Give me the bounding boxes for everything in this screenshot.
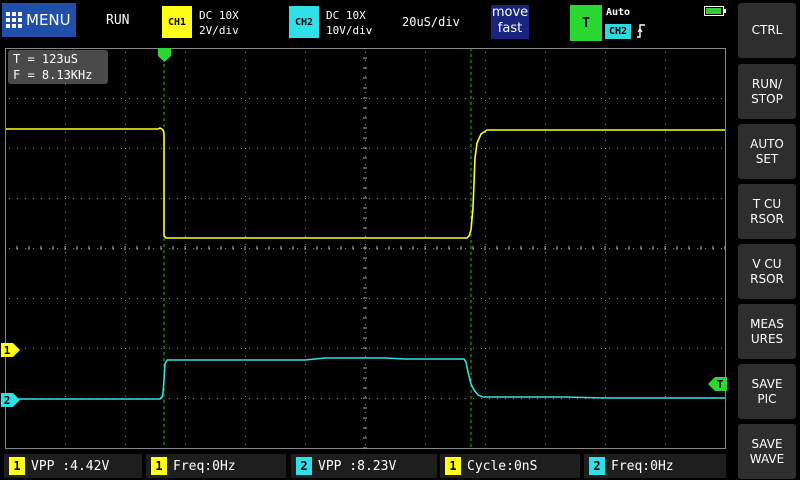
timebase-setting[interactable]: 20uS/div <box>402 15 460 29</box>
ch1-level-marker[interactable]: 1 <box>0 342 22 358</box>
measurement-item-3[interactable]: 2 VPP :8.23V <box>291 454 437 478</box>
ch2-settings[interactable]: DC 10X 10V/div <box>326 8 372 38</box>
graticule <box>5 48 726 449</box>
move-speed-line2: fast <box>497 21 523 36</box>
trigger-source[interactable]: CH2 <box>605 24 631 39</box>
measurement-bar: 1 VPP :4.42V 1 Freq:0Hz 2 VPP :8.23V 1 C… <box>0 452 730 480</box>
measurement-channel-tag: 1 <box>9 457 25 475</box>
move-speed-button[interactable]: move fast <box>491 5 529 39</box>
run-state-indicator: RUN <box>106 13 130 28</box>
ch1-settings[interactable]: DC 10X 2V/div <box>199 8 239 38</box>
save-picture-button[interactable]: SAVE PIC <box>738 364 796 419</box>
measurement-item-1[interactable]: 1 VPP :4.42V <box>4 454 142 478</box>
save-wave-button[interactable]: SAVE WAVE <box>738 424 796 479</box>
measurement-channel-tag: 1 <box>445 457 461 475</box>
auto-set-button[interactable]: AUTO SET <box>738 124 796 179</box>
run-stop-button[interactable]: RUN/ STOP <box>738 64 796 119</box>
voltage-cursor-button[interactable]: V CU RSOR <box>738 244 796 299</box>
trigger-position-icon[interactable] <box>158 48 171 62</box>
cursor-frequency: F = 8.13KHz <box>13 68 93 82</box>
waveform-display[interactable]: T = 123uS F = 8.13KHz 1 2 T <box>1 48 728 449</box>
ch1-coupling: DC 10X <box>199 9 239 22</box>
measurement-value: Freq:0Hz <box>611 458 674 474</box>
cursor-readout: T = 123uS F = 8.13KHz <box>8 50 108 84</box>
measurement-value: VPP :8.23V <box>318 458 397 474</box>
cursor-period: T = 123uS <box>13 52 79 66</box>
trigger-marker-label: T <box>717 378 724 391</box>
measurement-channel-tag: 2 <box>589 457 605 475</box>
ch1-label: CH1 <box>167 16 187 28</box>
menu-button[interactable]: MENU <box>2 3 76 37</box>
top-status-bar: MENU RUN CH1 DC 10X 2V/div CH2 DC 10X 10… <box>0 0 730 44</box>
time-cursor-button[interactable]: T CU RSOR <box>738 184 796 239</box>
trigger-label: T <box>582 15 590 31</box>
ch2-waveform <box>6 357 725 400</box>
waveform-canvas <box>5 48 726 449</box>
trigger-button[interactable]: T <box>570 5 602 41</box>
ch1-button[interactable]: CH1 <box>162 6 192 38</box>
measurement-channel-tag: 2 <box>296 457 312 475</box>
function-sidebar: CTRL RUN/ STOP AUTO SET T CU RSOR V CU R… <box>730 0 800 480</box>
measurement-value: Cycle:0nS <box>467 458 538 474</box>
ch2-level-marker[interactable]: 2 <box>0 392 22 408</box>
measurement-channel-tag: 1 <box>151 457 167 475</box>
measurement-value: VPP :4.42V <box>31 458 110 474</box>
ch2-marker-label: 2 <box>4 394 11 407</box>
measures-button[interactable]: MEAS URES <box>738 304 796 359</box>
ch1-waveform <box>6 127 725 239</box>
ch2-button[interactable]: CH2 <box>289 6 319 38</box>
trigger-level-marker[interactable]: T <box>706 376 728 392</box>
measurement-item-2[interactable]: 1 Freq:0Hz <box>146 454 286 478</box>
battery-icon <box>704 6 726 16</box>
ch2-scale: 10V/div <box>326 24 373 37</box>
ch1-marker-label: 1 <box>4 344 11 357</box>
ch2-label: CH2 <box>294 16 314 28</box>
menu-grid-icon <box>6 12 22 28</box>
trigger-mode[interactable]: Auto <box>606 7 631 18</box>
ch2-coupling: DC 10X <box>326 9 366 22</box>
ctrl-button[interactable]: CTRL <box>738 3 796 58</box>
move-speed-line1: move <box>491 5 529 20</box>
measurement-item-5[interactable]: 2 Freq:0Hz <box>584 454 726 478</box>
menu-label: MENU <box>26 11 71 29</box>
measurement-item-4[interactable]: 1 Cycle:0nS <box>440 454 580 478</box>
ch1-scale: 2V/div <box>199 24 239 37</box>
rising-edge-icon <box>637 24 645 38</box>
measurement-value: Freq:0Hz <box>173 458 236 474</box>
